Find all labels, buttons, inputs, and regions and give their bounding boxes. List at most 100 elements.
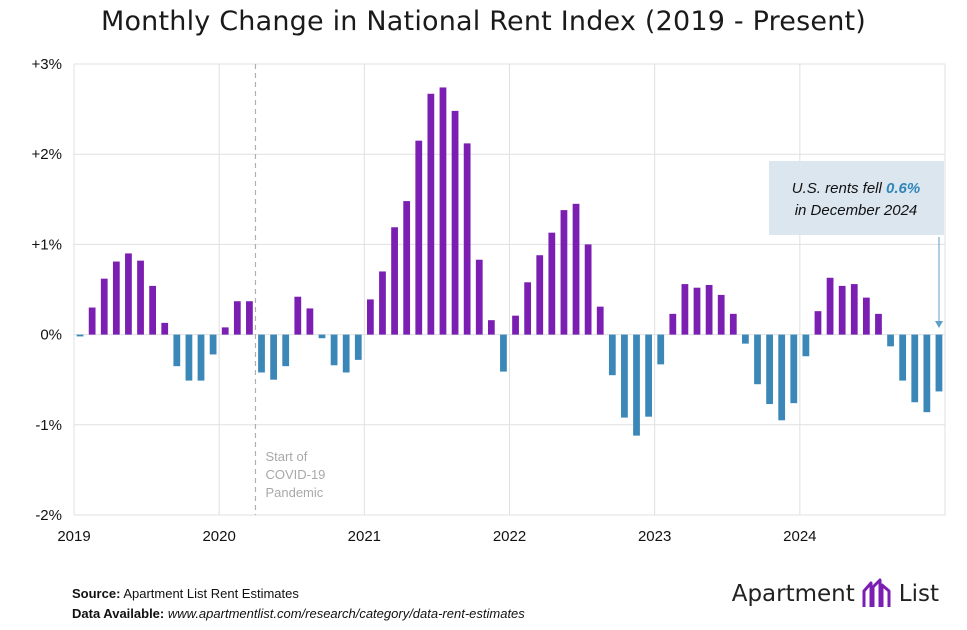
bar	[875, 313, 882, 335]
bar	[112, 261, 120, 335]
x-tick-label: 2021	[348, 528, 381, 545]
logo-word-list: List	[898, 581, 939, 607]
bar	[911, 334, 919, 403]
bar	[790, 334, 798, 404]
bar	[754, 334, 761, 385]
bar	[935, 334, 943, 392]
bar	[330, 334, 338, 366]
covid-label-line-2: COVID-19	[265, 467, 325, 482]
bar	[500, 334, 507, 372]
bar	[838, 285, 846, 335]
callout-arrowhead	[935, 321, 943, 328]
callout-value: 0.6%	[886, 180, 920, 197]
bar	[233, 301, 241, 335]
bar	[669, 313, 677, 335]
grid-lines	[73, 63, 946, 516]
bar	[524, 282, 532, 335]
bar	[403, 201, 411, 335]
bar	[717, 294, 725, 335]
bar	[427, 93, 435, 335]
bar	[536, 255, 544, 335]
bar	[596, 306, 604, 335]
bar	[705, 284, 713, 335]
data-note: Data Available: www.apartmentlist.com/re…	[72, 606, 525, 621]
bar	[475, 259, 483, 335]
bar	[306, 308, 314, 335]
x-tick-label: 2022	[493, 528, 526, 545]
bar	[197, 334, 205, 381]
bar	[572, 203, 580, 335]
bar	[88, 307, 96, 335]
data-label: Data Available:	[72, 606, 165, 621]
bar	[415, 140, 423, 335]
y-tick-label: +2%	[32, 146, 62, 163]
source-note: Source: Apartment List Rent Estimates	[72, 586, 299, 601]
source-text: Apartment List Rent Estimates	[123, 586, 299, 601]
bar	[354, 334, 362, 360]
annotations: Start of COVID-19 Pandemic U.S. rents fe…	[254, 64, 944, 515]
covid-label-line-1: Start of	[265, 449, 307, 464]
y-tick-label: +3%	[32, 56, 62, 73]
bar	[221, 327, 229, 335]
bar	[185, 334, 193, 381]
bar	[209, 334, 217, 355]
bar	[621, 334, 628, 418]
bar	[887, 334, 894, 347]
bar	[862, 297, 870, 335]
bar	[645, 334, 652, 417]
bar	[766, 334, 773, 405]
bar	[246, 301, 253, 335]
bar	[366, 299, 374, 335]
bar	[439, 87, 447, 335]
bar	[826, 277, 834, 335]
bar	[729, 313, 737, 335]
logo-word-apartment: Apartment	[731, 581, 855, 607]
bar	[608, 334, 616, 376]
bar	[342, 334, 350, 373]
bar	[814, 311, 822, 335]
bar	[149, 285, 157, 335]
bar	[318, 334, 326, 339]
callout-prefix: U.S. rents fell	[792, 180, 886, 197]
bar	[633, 334, 640, 436]
bar	[258, 334, 265, 373]
bar	[560, 210, 568, 335]
y-tick-label: -2%	[35, 507, 62, 524]
bar	[379, 271, 386, 335]
bar	[282, 334, 290, 367]
bar	[294, 296, 302, 335]
bar	[451, 110, 459, 335]
callout-box	[769, 161, 944, 235]
bar	[802, 334, 810, 357]
y-tick-label: +1%	[32, 236, 62, 253]
bar	[742, 334, 749, 344]
bar	[270, 334, 277, 380]
bar	[76, 334, 84, 337]
bar	[584, 244, 592, 335]
x-tick-label: 2023	[638, 528, 671, 545]
covid-label-line-3: Pandemic	[265, 485, 323, 500]
y-tick-label: -1%	[35, 417, 62, 434]
bar	[778, 334, 786, 421]
bar	[137, 260, 144, 335]
bar	[173, 334, 181, 367]
logo-mark-icon	[862, 578, 891, 607]
x-tick-label: 2020	[202, 528, 235, 545]
axis-labels: -2% -1% 0% +1% +2% +3% 2019 2020 2021 2022 2023 202…	[32, 56, 817, 545]
x-tick-label: 2024	[783, 528, 816, 545]
bar	[391, 227, 398, 335]
bar	[850, 284, 858, 335]
bar	[463, 143, 471, 335]
bar	[899, 334, 907, 381]
bar	[693, 287, 701, 335]
bar	[487, 320, 495, 335]
y-tick-label: 0%	[40, 327, 62, 344]
bar	[125, 253, 132, 335]
bar	[512, 315, 519, 335]
callout-line-1: U.S. rents fell 0.6%	[792, 180, 920, 197]
callout-line-2: in December 2024	[795, 202, 918, 219]
bar	[681, 284, 689, 335]
bar	[100, 278, 108, 335]
source-label: Source:	[72, 586, 121, 601]
